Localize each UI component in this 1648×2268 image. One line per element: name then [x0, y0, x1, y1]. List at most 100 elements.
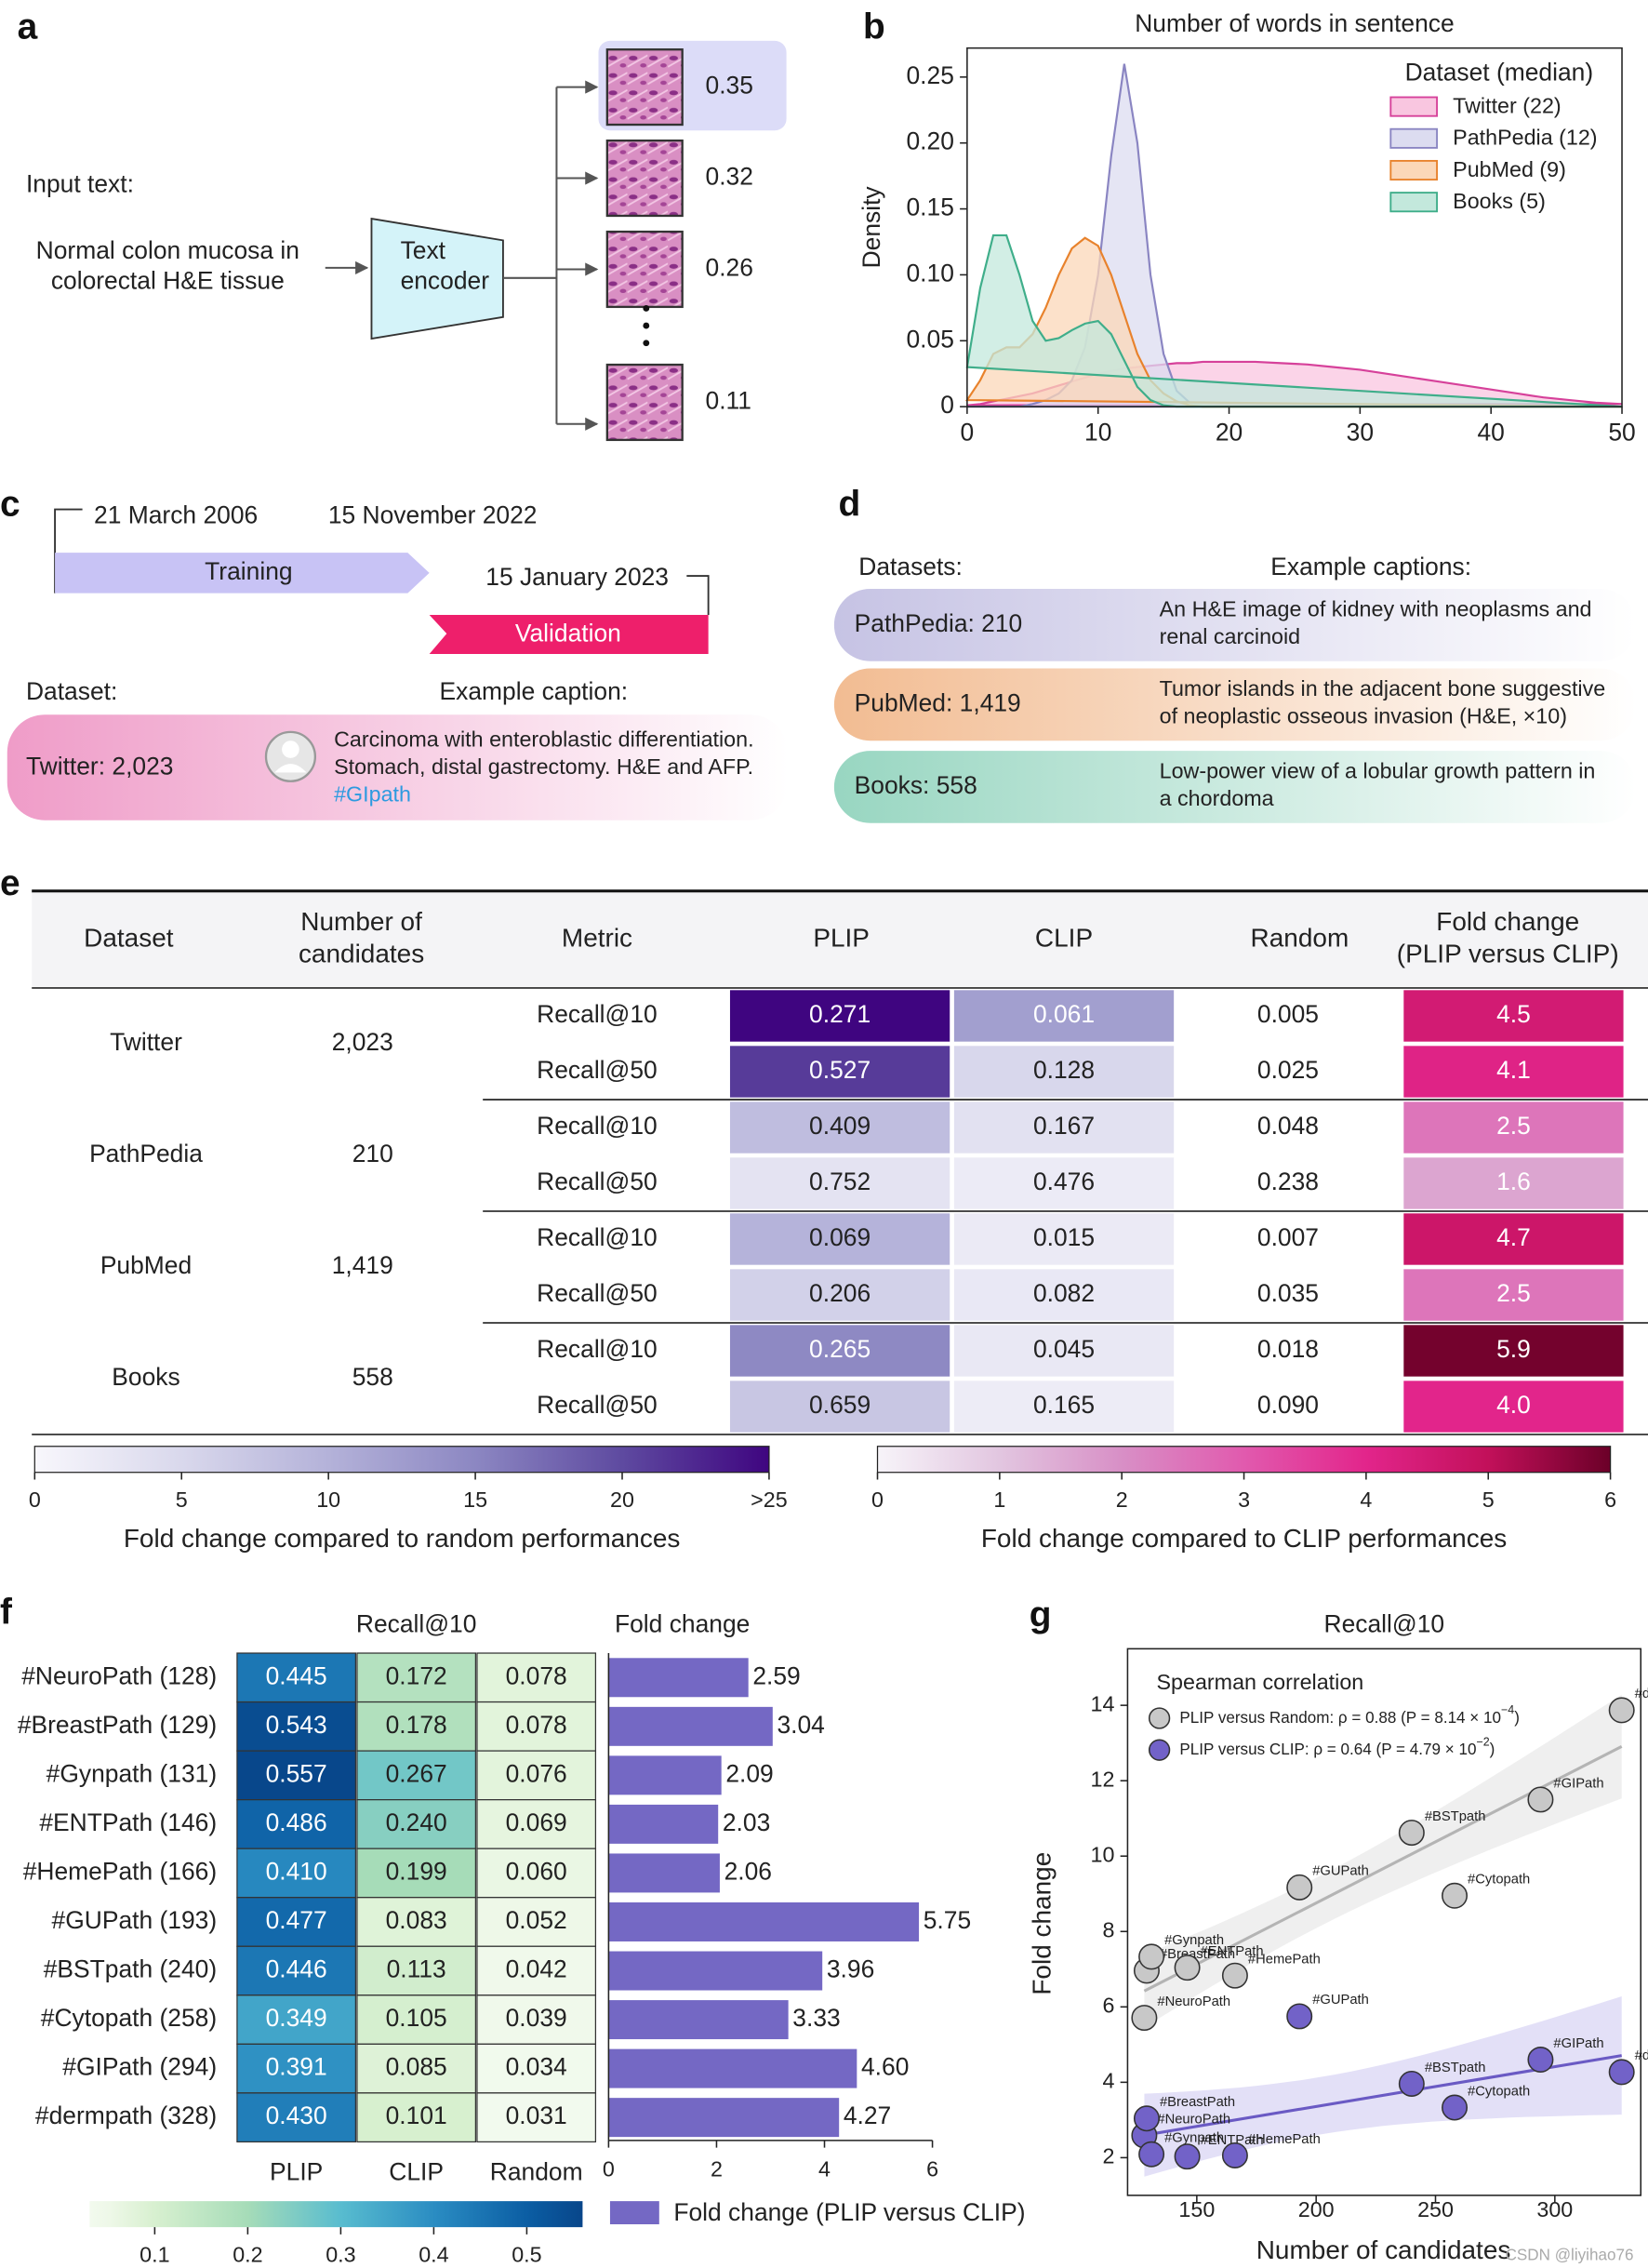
random-value: 0.048: [1257, 1112, 1319, 1140]
point-label: #HemePath: [1248, 2132, 1321, 2147]
point-label: #Gynpath: [1164, 1933, 1224, 1948]
point: [1174, 2143, 1201, 2170]
colorbar-tick-label: 10: [316, 1488, 340, 1512]
x-tick-label: 6: [926, 2157, 938, 2181]
x-tick-label: 30: [1347, 419, 1374, 447]
cell-label: 0.060: [506, 1857, 567, 1885]
random-cell: [1177, 1101, 1399, 1154]
fold-cell: [1403, 1269, 1624, 1321]
fold-cell: [1403, 1381, 1624, 1433]
bar-label: 3.96: [827, 1955, 874, 1983]
bar: [608, 1853, 720, 1893]
bar: [608, 2098, 840, 2138]
training-label: Training: [205, 557, 292, 585]
clip-cell: [953, 1101, 1175, 1154]
point: [1608, 2059, 1635, 2086]
encoder-label: Text: [401, 236, 446, 264]
candidate-count: 1,419: [332, 1251, 393, 1279]
y-tick-label: 0.20: [906, 127, 953, 155]
dataset-name: Books: 558: [855, 771, 977, 799]
random-cell: [1177, 1046, 1399, 1098]
legend-exponent: −4: [1501, 1703, 1514, 1716]
plip-value: 0.752: [809, 1167, 871, 1195]
cell-label: 0.034: [506, 2053, 567, 2081]
y-tick-label: 14: [1091, 1691, 1115, 1715]
random-cell: [1177, 1381, 1399, 1433]
point: [1286, 2003, 1313, 2030]
clip-cell: [953, 1269, 1175, 1321]
cell-label: 0.105: [386, 2004, 447, 2032]
plip-cell: [729, 990, 950, 1042]
x-tick-label: 150: [1178, 2197, 1215, 2221]
heatmap-cell: [476, 1945, 597, 1996]
column-label: Example caption:: [440, 677, 629, 705]
point-label: #HemePath: [1248, 1952, 1321, 1967]
colorbar: [33, 1446, 770, 1474]
random-cell: [1177, 990, 1399, 1042]
legend-swatch: [1389, 96, 1438, 117]
date-label: 15 November 2022: [328, 500, 538, 528]
cell-label: 0.349: [266, 2004, 327, 2032]
candidate-count: 210: [352, 1140, 393, 1167]
row-label: #ENTPath (146): [39, 1808, 217, 1836]
legend-stat-end: ): [1514, 1708, 1520, 1726]
fold-cell: [1403, 1213, 1624, 1265]
date-label: 15 January 2023: [485, 563, 669, 591]
cell-label: 0.267: [386, 1759, 447, 1787]
column-header: PLIP: [813, 923, 870, 952]
clip-cell: [953, 1157, 1175, 1209]
point: [1527, 1786, 1554, 1813]
colorbar-tick-label: 2: [1116, 1488, 1128, 1512]
bar-label: 2.03: [723, 1808, 770, 1836]
cell-label: 0.543: [266, 1711, 327, 1739]
row-label: #GIPath (294): [62, 2053, 217, 2081]
y-tick-label: 6: [1102, 1993, 1114, 2017]
random-value: 0.238: [1257, 1167, 1319, 1195]
cell-label: 0.031: [506, 2101, 567, 2129]
input-text: Normal colon mucosa in: [36, 236, 299, 264]
point-label: #ENTPath: [1201, 1944, 1264, 1959]
y-tick-label: 4: [1102, 2069, 1114, 2093]
heatmap-cell: [236, 1652, 357, 1703]
bar-label: 4.27: [844, 2101, 891, 2129]
input-label: Input text:: [26, 169, 134, 197]
plip-value: 0.659: [809, 1391, 871, 1419]
caption-line: Carcinoma with enteroblastic differentia…: [334, 727, 754, 751]
point-label: #GIPath: [1553, 2036, 1603, 2051]
metric-name: Recall@10: [537, 1000, 658, 1028]
bar: [608, 1755, 722, 1795]
candidate-count: 558: [352, 1363, 393, 1391]
heatmap-cell: [356, 1897, 477, 1947]
point-label: #BSTpath: [1425, 1809, 1486, 1824]
cell-label: 0.446: [266, 1955, 327, 1983]
metric-name: Recall@10: [537, 1335, 658, 1363]
legend-stat: : ρ = 0.64 (P = 4.79 × 10: [1305, 1741, 1477, 1758]
caption-line: Low-power view of a lobular growth patte…: [1160, 759, 1596, 783]
cell-label: 0.076: [506, 1759, 567, 1787]
point-label: #Cytopath: [1468, 2084, 1530, 2099]
caption-line: a chordoma: [1160, 786, 1274, 810]
bar: [608, 2000, 789, 2040]
fold-value: 4.0: [1496, 1391, 1531, 1419]
plip-cell: [729, 1046, 950, 1098]
column-header: Number of: [300, 907, 422, 936]
row-label: #BSTpath (240): [44, 1955, 217, 1983]
point-label: #Gynpath: [1164, 2131, 1224, 2146]
heatmap-cell: [476, 1701, 597, 1752]
plip-cell: [729, 1325, 950, 1377]
row-label: #Cytopath (258): [41, 2004, 217, 2032]
heatmap-cell: [236, 2092, 357, 2143]
point: [1442, 1882, 1469, 1909]
x-tick-label: 40: [1478, 419, 1505, 447]
row-label: #dermpath (328): [35, 2101, 217, 2129]
legend-label: PLIP versus Random: ρ = 0.88 (P = 8.14 ×…: [1179, 1703, 1520, 1726]
bar: [608, 2048, 857, 2088]
column-label: Random: [490, 2158, 583, 2186]
metric-name: Recall@50: [537, 1167, 658, 1195]
text-encoder: [370, 217, 504, 340]
legend-name: PLIP versus CLIP: [1179, 1741, 1304, 1758]
random-cell: [1177, 1325, 1399, 1377]
legend-label: Fold change (PLIP versus CLIP): [673, 2198, 1025, 2226]
colorbar-tick-label: 4: [1360, 1488, 1372, 1512]
clip-cell: [953, 1325, 1175, 1377]
